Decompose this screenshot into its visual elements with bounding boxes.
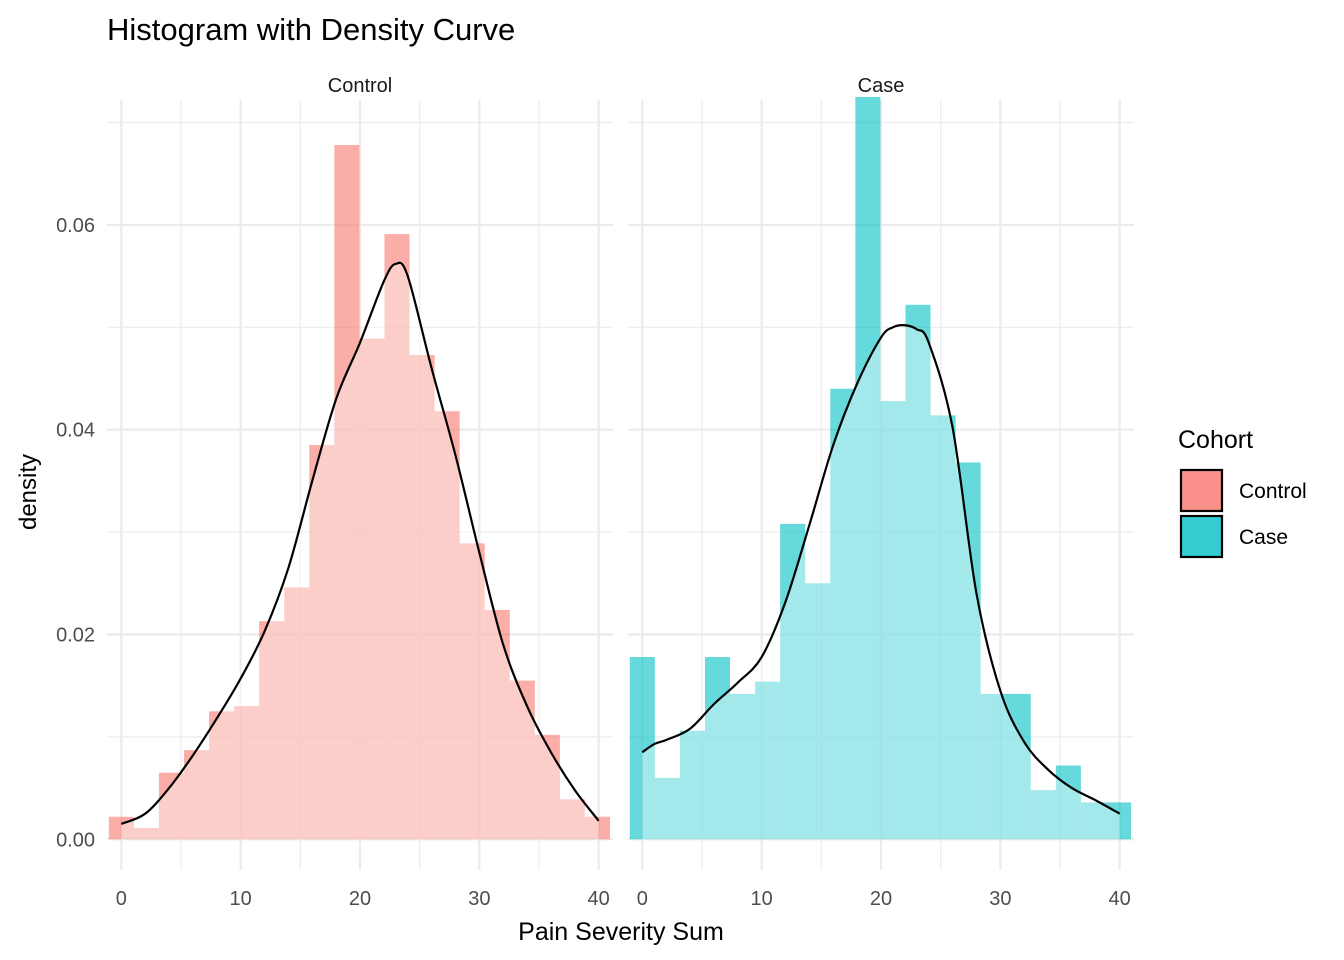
histogram-bar-case bbox=[855, 96, 881, 840]
x-tick-label: 30 bbox=[989, 888, 1011, 910]
legend-label-case: Case bbox=[1239, 526, 1288, 549]
facet-label-control: Control bbox=[328, 75, 392, 97]
histogram-bar-case bbox=[654, 777, 680, 840]
histogram-bar-case bbox=[1080, 802, 1106, 840]
y-tick-label: 0.02 bbox=[56, 624, 95, 646]
histogram-bar-control bbox=[409, 354, 435, 840]
histogram-bar-control bbox=[534, 734, 560, 840]
density-area-case bbox=[642, 325, 1120, 840]
y-tick-label: 0.00 bbox=[56, 829, 95, 851]
histogram-bar-control bbox=[434, 411, 460, 840]
density-area-control bbox=[121, 262, 599, 840]
facet-panels: Control 0 10 20 30 40 Case 0 10 20 30 40 bbox=[107, 75, 1134, 910]
histogram-bar-control bbox=[133, 828, 159, 840]
histogram-bar-case bbox=[1055, 765, 1081, 840]
density-curve-control bbox=[120, 261, 600, 825]
y-axis-label: density bbox=[15, 454, 42, 530]
histogram-bar-case bbox=[679, 730, 705, 840]
histogram-bar-control bbox=[559, 799, 585, 840]
histogram-bar-case bbox=[955, 462, 981, 840]
y-tick-label: 0.06 bbox=[56, 215, 95, 237]
histogram-bar-control bbox=[259, 621, 285, 840]
histogram-bar-control bbox=[209, 711, 235, 840]
histogram-bar-control bbox=[584, 816, 611, 840]
legend-label-control: Control bbox=[1239, 480, 1307, 503]
histogram-bar-case bbox=[930, 415, 956, 840]
histogram-bar-control bbox=[284, 587, 310, 840]
x-tick-label: 10 bbox=[751, 888, 773, 910]
density-curve-case bbox=[641, 324, 1121, 815]
x-tick-label: 20 bbox=[870, 888, 892, 910]
x-tick-label: 0 bbox=[637, 888, 648, 910]
x-axis-label: Pain Severity Sum bbox=[518, 918, 724, 946]
histogram-bar-control bbox=[384, 234, 410, 840]
histogram-bar-case bbox=[730, 693, 756, 840]
legend: Cohort Control Case bbox=[1178, 426, 1307, 559]
x-tick-label: 30 bbox=[468, 888, 490, 910]
x-tick-label: 10 bbox=[230, 888, 252, 910]
y-axis-ticks: 0.00 0.02 0.04 0.06 bbox=[56, 215, 95, 851]
facet-label-case: Case bbox=[858, 75, 905, 97]
histogram-bar-case bbox=[1030, 790, 1056, 840]
x-tick-label: 20 bbox=[349, 888, 371, 910]
histogram-bar-control bbox=[484, 609, 510, 840]
x-tick-label: 40 bbox=[1109, 888, 1131, 910]
histogram-bar-case bbox=[980, 693, 1006, 840]
histogram-bar-control bbox=[183, 750, 210, 840]
histogram-bar-control bbox=[334, 145, 360, 840]
histogram-bar-case bbox=[780, 523, 806, 840]
histogram-bar-case bbox=[755, 681, 781, 840]
panel-control: Control 0 10 20 30 40 bbox=[107, 75, 613, 910]
histogram-bar-case bbox=[704, 657, 731, 840]
histogram-bar-case bbox=[805, 583, 831, 840]
histogram-bar-control bbox=[359, 338, 385, 840]
panel-case: Case 0 10 20 30 40 bbox=[628, 75, 1134, 910]
histogram-bar-control bbox=[234, 706, 260, 840]
y-tick-label: 0.04 bbox=[56, 420, 95, 442]
histogram-bar-control bbox=[509, 680, 535, 840]
histogram-bar-case bbox=[880, 401, 906, 840]
legend-key-control bbox=[1179, 468, 1224, 513]
chart-title: Histogram with Density Curve bbox=[107, 12, 515, 47]
histogram-bar-case bbox=[830, 388, 856, 840]
x-tick-label: 40 bbox=[588, 888, 610, 910]
histogram-bar-control bbox=[309, 445, 335, 840]
histogram-bar-control bbox=[459, 543, 485, 840]
legend-key-case bbox=[1179, 514, 1224, 559]
histogram-bar-case bbox=[905, 304, 931, 840]
legend-title: Cohort bbox=[1178, 426, 1253, 454]
x-tick-label: 0 bbox=[116, 888, 127, 910]
histogram-bar-case bbox=[629, 657, 655, 840]
